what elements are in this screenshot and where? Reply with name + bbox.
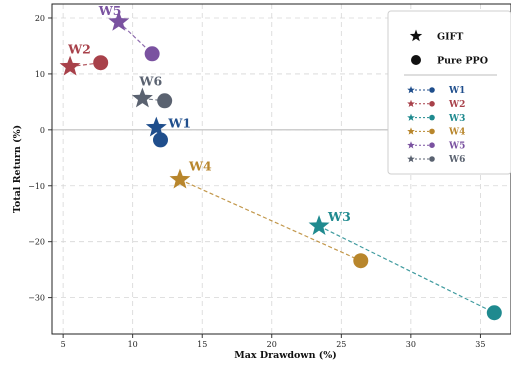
y-tick-label: −20 [28, 238, 45, 247]
x-tick-label: 30 [406, 340, 416, 349]
data-markers [59, 10, 502, 321]
legend-star-icon [409, 29, 423, 42]
x-axis-title: Max Drawdown (%) [234, 350, 337, 361]
ppo-marker-w6 [157, 93, 173, 109]
x-tick-label: 15 [197, 340, 207, 349]
ppo-marker-w4 [353, 253, 369, 269]
legend-method-label: Pure PPO [437, 56, 488, 67]
point-labels: W1 W2 W3 W4 W5 W6 [67, 3, 351, 224]
point-label-w1: W1 [167, 116, 191, 131]
gift-marker-w5 [108, 10, 130, 31]
connector-w2 [70, 62, 101, 68]
x-tick-label: 20 [267, 340, 277, 349]
gift-marker-w2 [59, 55, 81, 76]
ppo-marker-w3 [486, 305, 502, 321]
legend-dot-w6 [429, 156, 435, 162]
legend-dot-w2 [429, 101, 435, 107]
legend-series-label-w4: W4 [448, 128, 465, 138]
legend-dot-w5 [429, 142, 435, 148]
connector-w3 [318, 225, 495, 314]
gift-marker-w3 [308, 215, 330, 235]
connector-lines [70, 21, 495, 314]
legend-dot-w1 [429, 87, 435, 93]
y-tick-label: −10 [28, 182, 45, 191]
x-tick-label: 5 [61, 340, 66, 349]
legend: GIFT Pure PPO W1 W2 W3 W4 W5 W6 [387, 10, 511, 175]
legend-series-label-w5: W5 [448, 141, 465, 151]
connector-w4 [179, 179, 362, 262]
legend-series-label-w3: W3 [448, 114, 465, 124]
legend-star-w3 [407, 113, 415, 121]
legend-dot-w4 [429, 128, 435, 135]
connector-w5 [118, 21, 153, 55]
legend-star-w1 [407, 86, 415, 94]
x-tick-label: 35 [475, 340, 485, 349]
legend-star-w6 [407, 155, 415, 163]
y-axis-title: Total Return (%) [12, 125, 23, 213]
legend-star-w5 [407, 141, 415, 149]
ppo-marker-w1 [152, 132, 168, 148]
y-tick-label: 0 [40, 126, 45, 135]
x-tick-label: 25 [336, 340, 346, 349]
legend-star-w4 [407, 127, 415, 135]
legend-dot-w3 [429, 114, 435, 121]
point-label-w4: W4 [188, 159, 212, 174]
point-label-w2: W2 [67, 42, 91, 57]
gift-marker-w6 [131, 87, 153, 108]
axis-ticks: 5 10 15 20 25 30 35 −30 −20 −10 0 10 20 [28, 14, 485, 349]
point-label-w6: W6 [138, 74, 162, 89]
legend-series-label-w1: W1 [448, 86, 465, 96]
plot-frame [51, 3, 511, 335]
legend-box [387, 10, 511, 175]
point-label-w5: W5 [98, 3, 122, 18]
legend-series-label-w2: W2 [448, 100, 465, 110]
ppo-marker-w2 [93, 55, 109, 71]
legend-method-label: GIFT [437, 32, 463, 43]
y-tick-label: 10 [35, 70, 45, 79]
legend-circle-icon [411, 55, 421, 65]
ppo-marker-w5 [144, 46, 160, 62]
legend-series-label-w6: W6 [448, 155, 465, 165]
x-tick-label: 10 [128, 340, 138, 349]
y-tick-label: 20 [35, 14, 45, 23]
point-label-w3: W3 [327, 209, 351, 224]
legend-star-w2 [407, 99, 415, 108]
gift-marker-w1 [145, 116, 167, 137]
gift-marker-w4 [169, 168, 191, 189]
y-tick-label: −30 [28, 294, 45, 303]
